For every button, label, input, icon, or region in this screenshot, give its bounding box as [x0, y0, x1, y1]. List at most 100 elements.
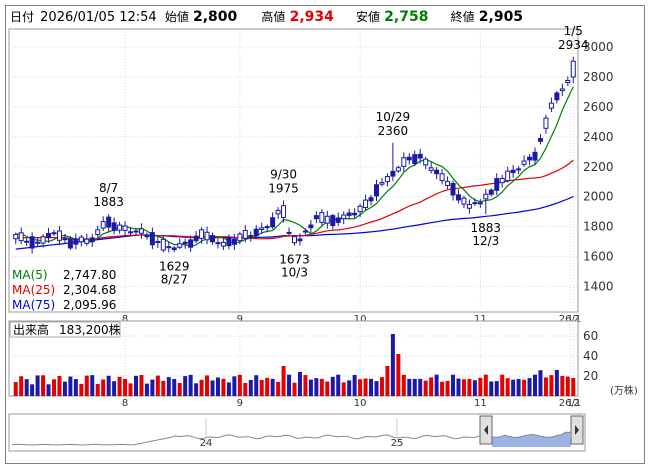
legend-value: 2,304.68: [63, 283, 116, 297]
annotation-date: 9/30: [270, 167, 297, 181]
candle-body: [138, 228, 144, 234]
volume-bar: [516, 378, 521, 396]
handle-left-arrow-icon: [484, 425, 488, 435]
price-y-tick-label: 1600: [583, 250, 614, 264]
overview-right-handle[interactable]: [570, 415, 584, 445]
volume-bar: [489, 381, 494, 396]
candle-body: [417, 153, 423, 159]
volume-bar: [319, 378, 324, 396]
volume-bar: [390, 334, 395, 396]
candle: [286, 227, 292, 236]
candle: [24, 237, 30, 246]
candle: [133, 227, 139, 236]
candle-body: [488, 189, 494, 195]
volume-bar: [51, 379, 56, 396]
price-pane: [8, 28, 579, 313]
candlesticks: [13, 56, 576, 254]
candle: [220, 237, 226, 250]
candle-body: [78, 236, 84, 243]
volume-bar: [565, 376, 570, 396]
volume-bar: [79, 383, 84, 396]
volume-bar: [549, 375, 554, 396]
candle-body: [215, 242, 221, 245]
volume-bar: [139, 374, 144, 396]
candle: [521, 155, 527, 167]
candle-body: [35, 241, 41, 244]
volume-bar: [527, 378, 532, 396]
annotation-date: 10/29: [376, 110, 411, 124]
overview-selection-fill: [492, 432, 571, 447]
candle: [297, 233, 303, 246]
candle-body: [84, 238, 90, 244]
candle: [226, 234, 232, 250]
candle: [335, 212, 341, 226]
candle: [319, 208, 325, 226]
price-y-tick-label: 2000: [583, 190, 614, 204]
candle-body: [292, 236, 297, 244]
volume-bar: [401, 374, 406, 396]
candle: [215, 237, 221, 249]
candle: [477, 199, 483, 208]
volume-bar: [210, 380, 215, 396]
candle: [373, 179, 379, 202]
candle: [13, 232, 19, 245]
volume-bar: [166, 377, 171, 396]
price-annotations: 8/7188316298/279/301975167310/310/292360…: [93, 24, 588, 286]
candle-body: [559, 88, 565, 92]
candle: [352, 208, 358, 219]
candle-body: [302, 230, 308, 233]
candle: [111, 217, 117, 235]
volume-bar: [374, 381, 379, 396]
volume-bar: [483, 374, 488, 396]
volume-bar: [194, 383, 199, 396]
candle-body: [554, 92, 560, 101]
candle: [488, 188, 494, 197]
price-x-tick-label: 10: [354, 314, 367, 325]
candle: [231, 233, 237, 250]
ma-legend: MA(5) 2,747.80 MA(25) 2,304.68 MA(75) 2,095.9…: [12, 268, 116, 312]
candle-body: [439, 173, 445, 182]
candle: [166, 241, 172, 253]
candle-body: [510, 169, 516, 174]
candle: [379, 177, 385, 187]
candle: [510, 165, 516, 178]
candle-body: [527, 156, 533, 161]
candle: [455, 189, 461, 204]
volume-bar: [478, 377, 483, 396]
volume-bar: [292, 382, 297, 396]
volume-bar: [205, 375, 210, 396]
annotation-value: 1629: [159, 259, 190, 273]
candle-body: [67, 238, 73, 249]
legend-value: 2,747.80: [63, 268, 116, 282]
candle-body: [521, 160, 527, 165]
candle: [122, 221, 128, 236]
candle-body: [144, 234, 150, 238]
volume-bar: [358, 379, 363, 396]
candle-body: [199, 229, 205, 239]
candle-body: [548, 102, 554, 109]
volume-bar: [456, 378, 461, 396]
candle: [450, 180, 456, 201]
candle-body: [308, 224, 314, 229]
candle: [308, 219, 314, 234]
legend-name: MA(25): [12, 283, 55, 297]
annotation-date: 10/3: [281, 266, 308, 280]
volume-bar: [494, 381, 499, 396]
overview-left-handle[interactable]: [479, 415, 493, 445]
candle: [128, 226, 134, 236]
candle: [494, 173, 500, 196]
volume-bar: [57, 376, 62, 396]
chart-frame: 日付 2026/01/05 12:54 始値 2,800 高値 2,934 安値…: [5, 5, 645, 464]
candle-body: [373, 184, 379, 197]
annotation-date: 1/5: [564, 24, 583, 38]
candle: [434, 166, 440, 180]
volume-bar: [472, 380, 477, 396]
volume-bar: [128, 383, 133, 396]
volume-header: 出来高 183,200株: [9, 321, 121, 338]
volume-bar: [73, 379, 78, 396]
volume-bar: [297, 372, 302, 396]
volume-bar: [434, 374, 439, 396]
volume-bar: [215, 377, 220, 396]
candle-body: [149, 232, 155, 246]
